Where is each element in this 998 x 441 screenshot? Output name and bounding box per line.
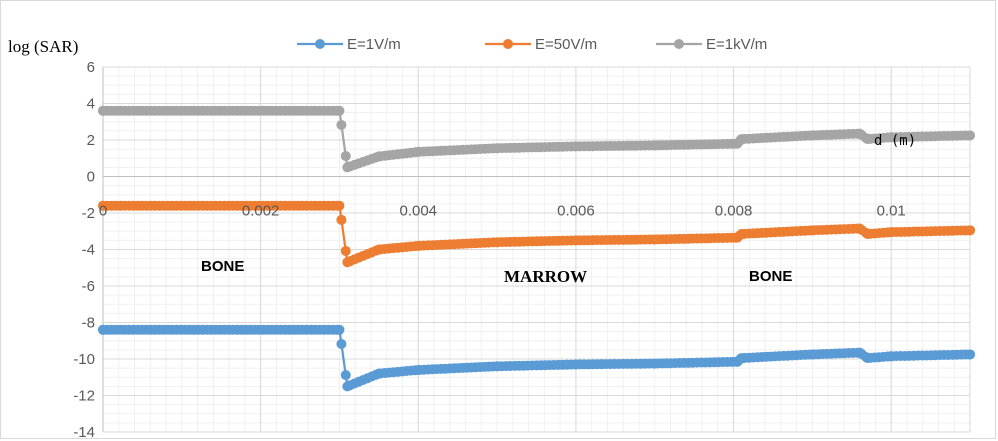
x-axis-title: d (m)	[874, 133, 916, 149]
x-tick-label: 0.004	[399, 203, 437, 220]
data-point	[334, 200, 345, 211]
legend-item-1: E=1V/m	[297, 36, 401, 53]
legend-label: E=1kV/m	[706, 36, 767, 53]
annotation-marrow: MARROW	[504, 267, 587, 286]
legend-marker	[315, 39, 325, 49]
data-point	[336, 119, 347, 130]
series-1	[98, 324, 975, 392]
data-point	[340, 245, 351, 256]
series-3	[98, 105, 975, 173]
legend-label: E=50V/m	[535, 36, 597, 53]
data-point	[334, 105, 345, 116]
y-tick-label: 2	[87, 132, 95, 149]
legend-marker	[674, 39, 684, 49]
legend-item-2: E=50V/m	[485, 36, 597, 53]
data-point	[340, 151, 351, 162]
series-layer	[98, 105, 975, 392]
y-tick-label: 0	[87, 169, 95, 186]
y-tick-label: 6	[87, 59, 95, 76]
legend-marker	[503, 39, 513, 49]
x-tick-label: 0.008	[715, 203, 753, 220]
y-axis-title: log (SAR)	[8, 37, 78, 56]
legend-item-3: E=1kV/m	[656, 36, 767, 53]
axes	[102, 67, 970, 432]
y-tick-label: -8	[82, 315, 95, 332]
data-point	[336, 214, 347, 225]
x-tick-label: 0.002	[242, 203, 280, 220]
legend-label: E=1V/m	[347, 36, 401, 53]
annotation-bone-left: BONE	[201, 258, 244, 275]
data-point	[340, 370, 351, 381]
data-point	[334, 324, 345, 335]
data-point	[965, 349, 975, 360]
y-tick-label: -10	[73, 351, 95, 368]
x-tick-label: 0	[99, 203, 107, 220]
y-tick-label: 4	[87, 96, 95, 113]
y-tick-label: -14	[73, 424, 95, 441]
x-tick-label: 0.01	[877, 203, 906, 220]
data-point	[965, 130, 975, 141]
y-tick-label: -6	[82, 278, 95, 295]
x-tick-label: 0.006	[557, 203, 595, 220]
data-point	[336, 338, 347, 349]
series-2	[98, 200, 975, 268]
annotation-bone-right: BONE	[749, 268, 792, 285]
data-point	[965, 225, 975, 236]
y-tick-label: -4	[82, 242, 95, 259]
y-tick-label: -12	[73, 388, 95, 405]
y-tick-label: -2	[82, 205, 95, 222]
legend: E=1V/m E=50V/m E=1kV/m	[297, 36, 767, 53]
